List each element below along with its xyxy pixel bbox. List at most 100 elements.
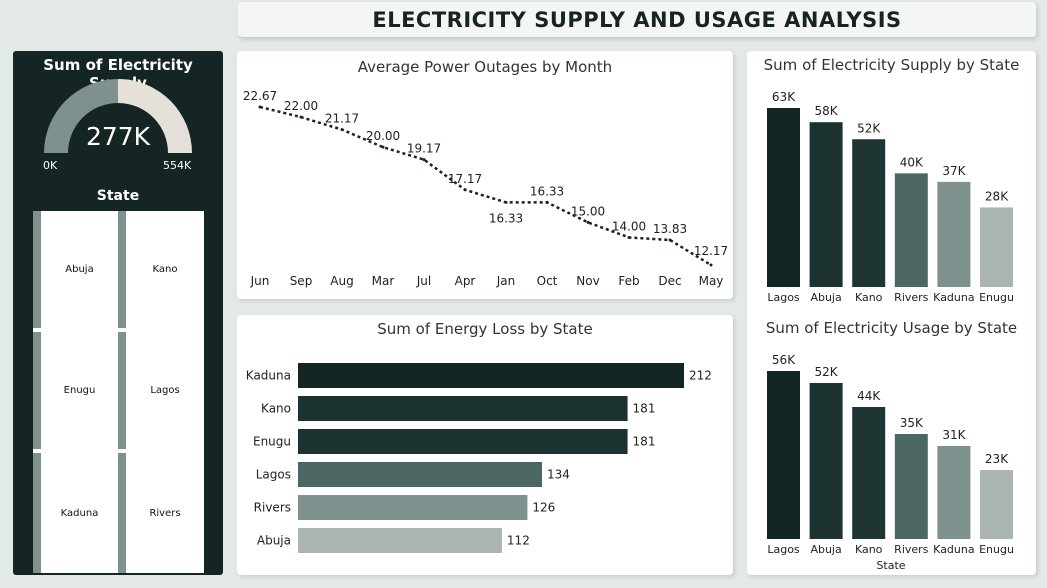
chart-title: Sum of Electricity Supply by State	[763, 56, 1020, 74]
slicer-tile-lagos[interactable]: Lagos	[118, 332, 204, 449]
state-label: Kano	[261, 402, 291, 416]
bar-value-label: 44K	[857, 389, 881, 403]
month-tick-label: Jul	[416, 274, 431, 288]
state-label: Rivers	[254, 501, 291, 515]
outage-data-label: 12.17	[694, 244, 728, 258]
month-tick-label: Jan	[496, 274, 516, 288]
month-tick-label: Dec	[658, 274, 681, 288]
outage-point	[258, 105, 262, 109]
state-charts-card: Sum of Electricity Supply by State 63K La…	[747, 51, 1036, 575]
state-tick-label: Kaduna	[933, 543, 974, 556]
state-bar	[852, 407, 886, 539]
slicer-tile-kaduna[interactable]: Kaduna	[33, 453, 118, 573]
energy-loss-value-label: 112	[507, 534, 530, 548]
outage-point	[545, 200, 549, 204]
state-bar	[852, 139, 886, 287]
slicer-title: State	[96, 188, 140, 204]
chart-title: Sum of Energy Loss by State	[377, 320, 593, 338]
state-tick-label: Kaduna	[933, 291, 974, 304]
slicer-tile-abuja[interactable]: Abuja	[33, 211, 118, 328]
state-bar	[894, 434, 928, 539]
outage-point	[586, 220, 590, 224]
outage-data-label: 16.33	[530, 184, 564, 198]
bar-value-label: 23K	[985, 452, 1009, 466]
slicer-tile-rivers[interactable]: Rivers	[118, 453, 204, 573]
outage-data-label: 16.33	[489, 211, 523, 225]
outage-data-label: 17.17	[448, 172, 482, 186]
state-tick-label: Lagos	[767, 291, 800, 304]
gauge-min-label: 0K	[43, 159, 58, 172]
state-tick-label: Enugu	[979, 543, 1014, 556]
bar-value-label: 56K	[772, 353, 796, 367]
outage-point	[381, 145, 385, 149]
bar-value-label: 40K	[900, 155, 924, 169]
outage-data-label: 13.83	[653, 222, 687, 236]
chart-title: Sum of Electricity Usage by State	[765, 319, 1018, 337]
month-tick-label: Mar	[372, 274, 395, 288]
state-bar	[894, 173, 928, 287]
month-tick-label: Aug	[330, 274, 353, 288]
state-bar	[767, 371, 800, 539]
outage-data-label: 21.17	[325, 112, 359, 126]
state-bar	[809, 383, 843, 539]
outage-data-label: 19.17	[407, 142, 441, 156]
state-tick-label: Kano	[855, 291, 883, 304]
slicer-tile-label: Rivers	[149, 507, 181, 519]
month-tick-label: Sep	[290, 274, 313, 288]
state-bar	[767, 108, 800, 287]
outage-point	[299, 115, 303, 119]
bar-value-label: 31K	[942, 428, 966, 442]
energy-loss-bar	[298, 462, 542, 487]
state-tick-label: Rivers	[894, 291, 928, 304]
state-bar	[937, 446, 971, 539]
slicer-tile-label: Kaduna	[60, 507, 99, 519]
title-bar: ELECTRICITY SUPPLY AND USAGE ANALYSIS	[238, 2, 1036, 38]
gauge-chart	[44, 79, 192, 153]
month-tick-label: Apr	[455, 274, 476, 288]
usage-bar-chart: 56K Lagos 52K Abuja 44K Kano 35K Rivers 31K Kadun…	[767, 353, 1014, 572]
chart-title: Average Power Outages by Month	[357, 58, 613, 76]
month-tick-label: Nov	[576, 274, 599, 288]
slicer-tile-enugu[interactable]: Enugu	[33, 332, 118, 449]
bar-value-label: 52K	[815, 365, 839, 379]
state-label: Enugu	[253, 435, 291, 449]
slicer-tile-kano[interactable]: Kano	[118, 211, 204, 328]
month-tick-label: Feb	[618, 274, 639, 288]
gauge-value-arc	[44, 79, 118, 153]
state-tick-label: Kano	[855, 543, 883, 556]
slicer-tile-label: Enugu	[63, 385, 96, 396]
state-tick-label: Lagos	[767, 543, 800, 556]
outages-line-chart: 22.67 Jun 22.00 Sep 21.17 Aug 20.00 Mar 19.17 Jul…	[243, 89, 728, 288]
bar-value-label: 35K	[900, 416, 924, 430]
energy-loss-bar	[298, 495, 528, 520]
slicer-tile-label: Abuja	[65, 264, 94, 275]
outage-point	[422, 158, 426, 162]
state-tick-label: Abuja	[810, 291, 841, 304]
outage-data-label: 22.00	[284, 99, 318, 113]
energy-loss-bar	[298, 528, 502, 553]
gauge-value: 277K	[85, 122, 151, 151]
outage-data-label: 22.67	[243, 89, 277, 103]
energy-loss-value-label: 126	[532, 501, 555, 515]
month-tick-label: Oct	[537, 274, 558, 288]
gauge-max-label: 554K	[163, 159, 192, 172]
month-tick-label: Jun	[250, 274, 270, 288]
outage-data-label: 20.00	[366, 129, 400, 143]
energy-loss-bar	[298, 396, 628, 421]
energy-loss-value-label: 134	[547, 468, 570, 482]
energy-loss-bar-chart: Kaduna 212 Kano 181 Enugu 181 Lagos 134 Rivers 12…	[246, 363, 712, 553]
slicer-tile-label: Kano	[152, 264, 178, 275]
state-tick-label: Enugu	[979, 291, 1014, 304]
bar-value-label: 28K	[985, 189, 1009, 203]
energy-loss-value-label: 181	[633, 402, 656, 416]
outage-line	[259, 105, 712, 267]
bar-value-label: 52K	[857, 121, 881, 135]
state-tick-label: Rivers	[894, 543, 928, 556]
energy-loss-card: Sum of Energy Loss by State Kaduna 212 Kan…	[237, 315, 733, 575]
bar-value-label: 63K	[772, 90, 796, 104]
state-bar	[980, 470, 1013, 539]
state-bar	[980, 207, 1013, 287]
slicer-tile-label: Lagos	[150, 385, 180, 396]
gauge-remaining-arc	[118, 79, 192, 153]
energy-loss-bar	[298, 363, 684, 388]
